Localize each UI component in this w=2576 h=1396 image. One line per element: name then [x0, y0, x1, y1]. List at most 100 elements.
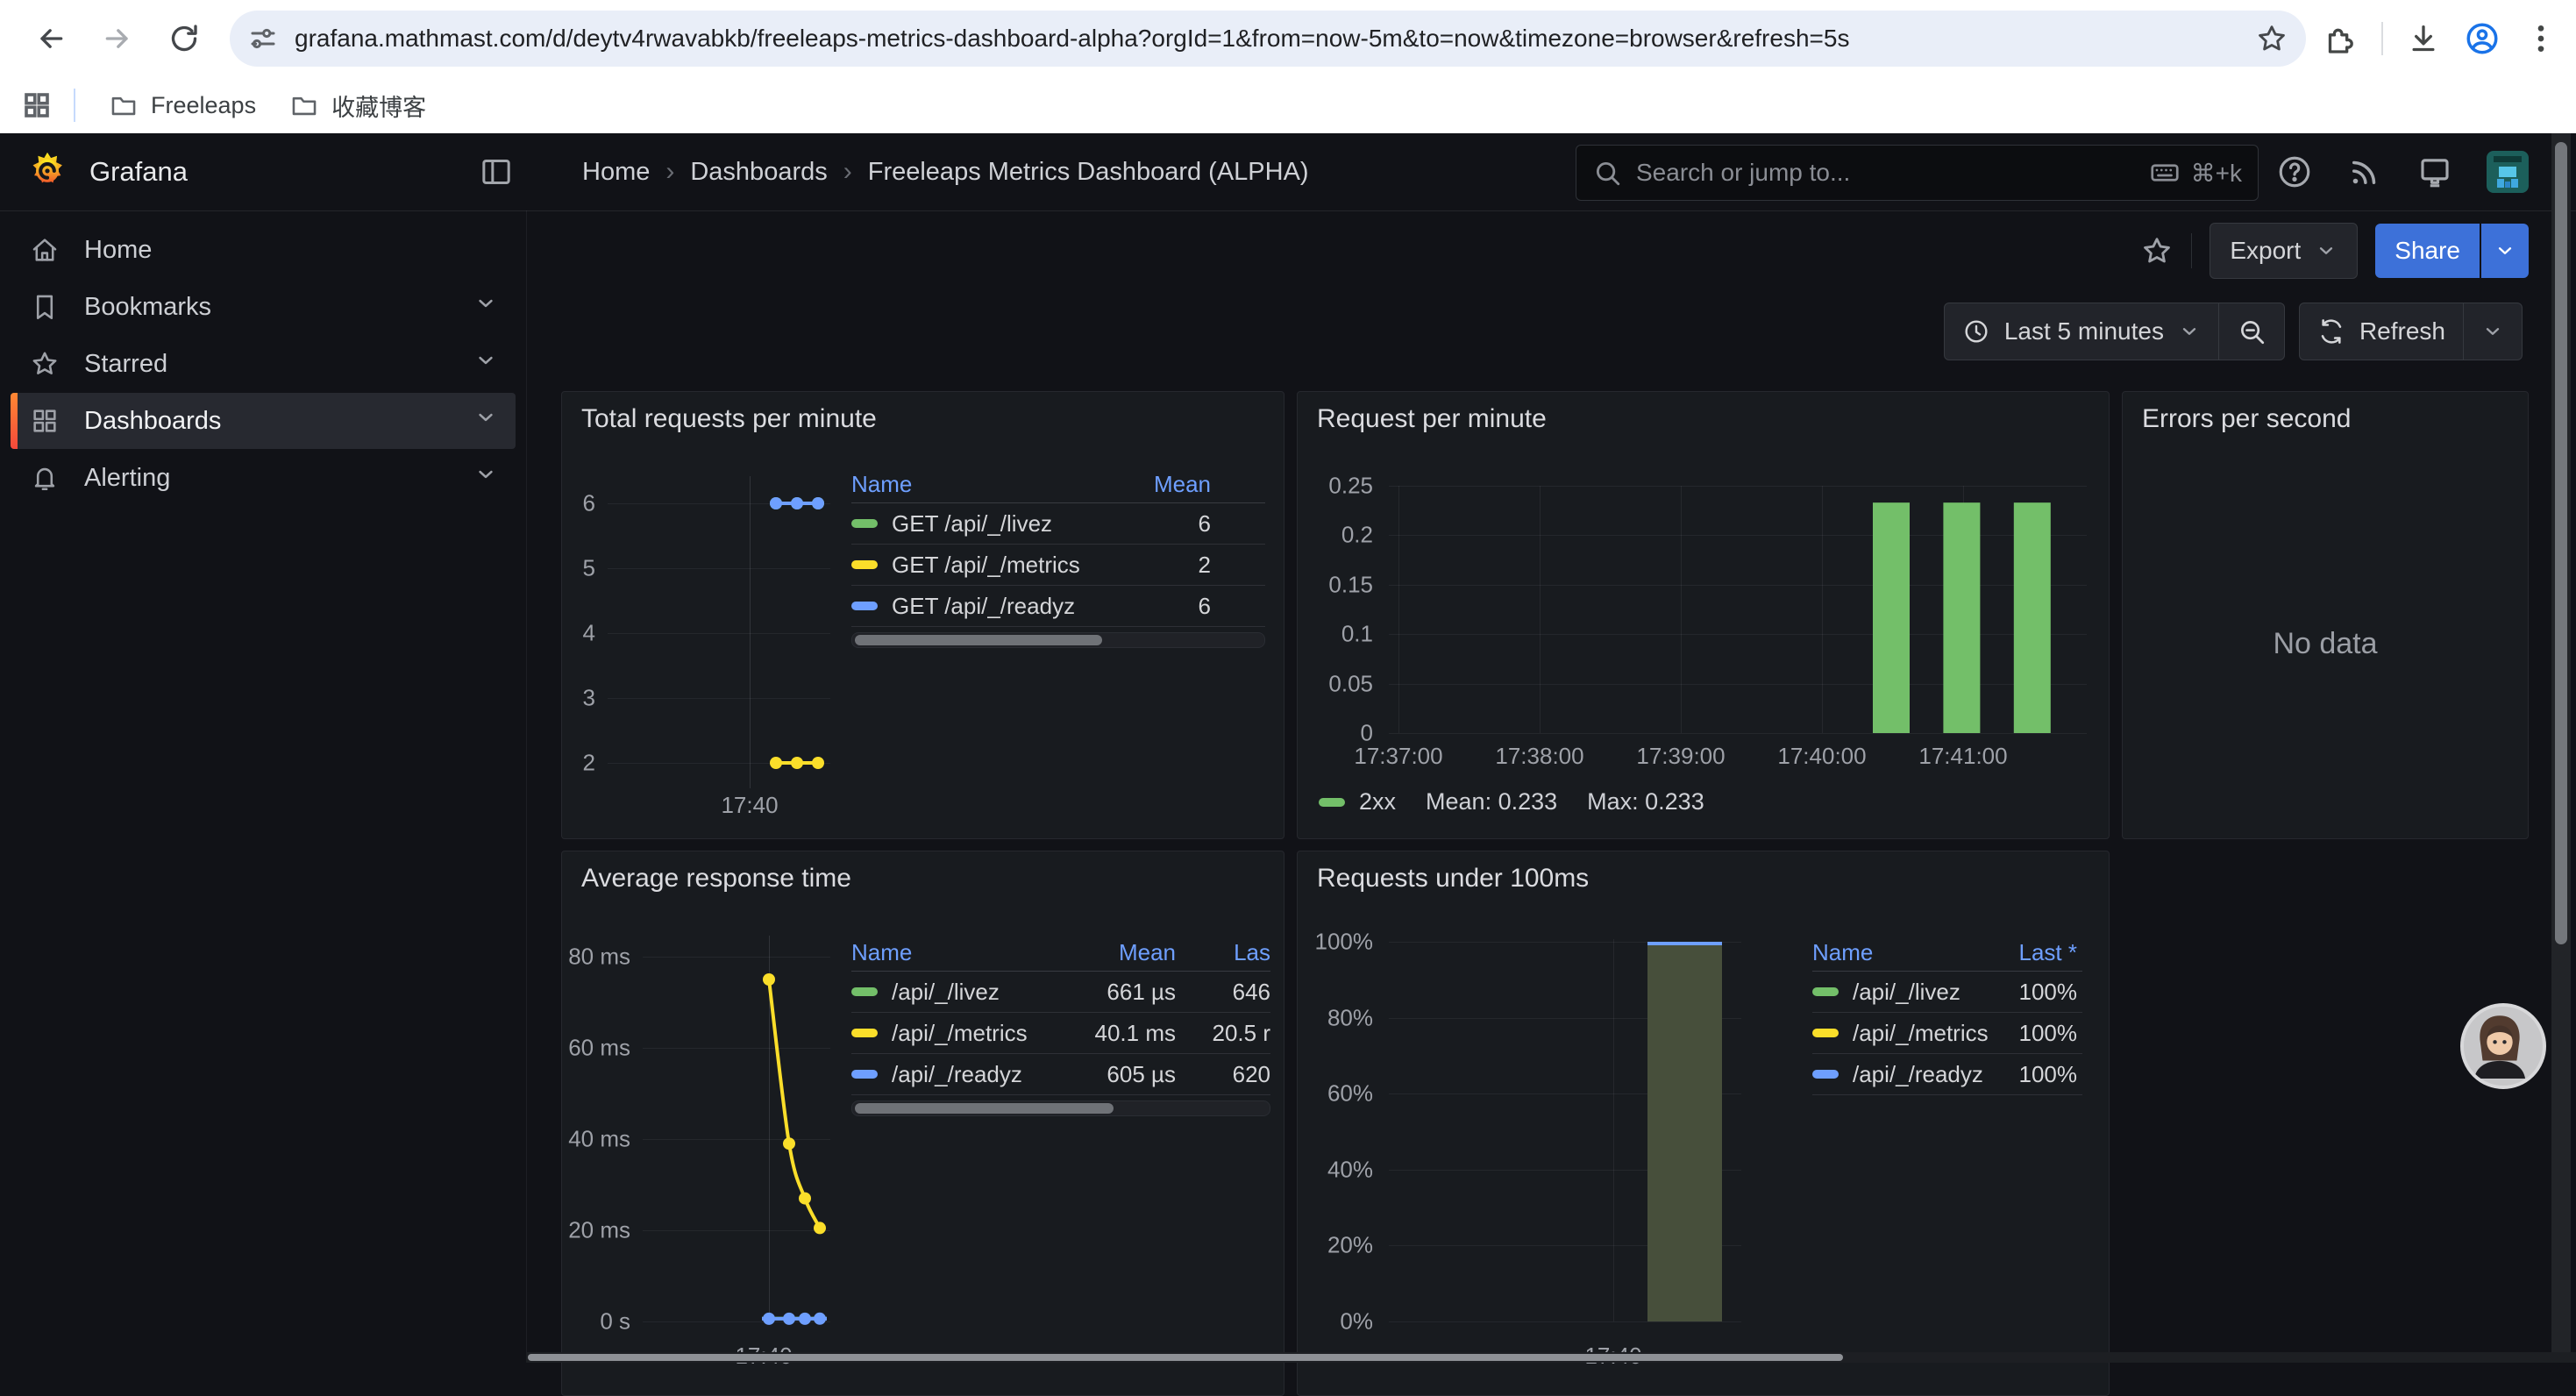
breadcrumb-item[interactable]: Dashboards — [690, 158, 827, 187]
series-name: /api/_/readyz — [892, 1061, 1053, 1088]
breadcrumb-item[interactable]: Freeleaps Metrics Dashboard (ALPHA) — [868, 158, 1309, 187]
grid-line — [643, 1139, 830, 1140]
series-value: 100% — [1993, 1020, 2077, 1047]
news-rss-icon[interactable] — [2346, 153, 2383, 190]
breadcrumb-item[interactable]: Home — [582, 158, 650, 187]
home-icon — [30, 235, 60, 265]
reload-button[interactable] — [160, 14, 209, 63]
grid-line — [1389, 1245, 1741, 1246]
kiosk-monitor-icon[interactable] — [2416, 153, 2453, 190]
x-axis-tick-label: 17:38:00 — [1495, 743, 1583, 770]
legend-header-col: Mean — [1053, 939, 1176, 966]
series-color-swatch — [851, 602, 878, 610]
back-button[interactable] — [26, 14, 75, 63]
extensions-icon[interactable] — [2323, 21, 2359, 56]
bookmark-star-icon[interactable] — [2255, 22, 2288, 55]
scrollbar-thumb[interactable] — [528, 1354, 1843, 1361]
help-icon[interactable] — [2276, 153, 2313, 190]
series-value: 620 — [1176, 1061, 1270, 1088]
sidebar-item-starred[interactable]: Starred — [11, 336, 516, 392]
arrow-right-icon — [100, 21, 135, 56]
y-axis-tick-label: 60% — [1298, 1080, 1373, 1108]
time-range-group: Last 5 minutes — [1944, 303, 2285, 360]
grid-line — [643, 1321, 830, 1322]
grafana-header: Grafana Home›Dashboards›Freeleaps Metric… — [0, 133, 2576, 211]
panel-requests-under-100ms: Requests under 100ms 100%80%60%40%20%0%1… — [1297, 851, 2110, 1396]
grid-line-vertical — [750, 476, 751, 788]
share-menu-button[interactable] — [2481, 224, 2529, 278]
time-range-label: Last 5 minutes — [2004, 317, 2164, 345]
time-range-picker[interactable]: Last 5 minutes — [1945, 303, 2218, 360]
panel-title[interactable]: Request per minute — [1317, 404, 1547, 434]
menu-kebab-icon[interactable] — [2523, 21, 2558, 56]
address-bar[interactable]: grafana.mathmast.com/d/deytv4rwavabkb/fr… — [230, 11, 2306, 67]
legend-scrollbar[interactable] — [851, 1100, 1270, 1116]
site-settings-icon[interactable] — [247, 23, 279, 54]
panel-request-per-minute: Request per minute 2xx Mean: 0.233 Max: … — [1297, 391, 2110, 839]
grid-line-vertical — [1398, 486, 1399, 733]
sidebar-item-dashboards[interactable]: Dashboards — [11, 393, 516, 449]
search-input[interactable]: Search or jump to... ⌘+k — [1576, 145, 2259, 201]
sidebar-item-home[interactable]: Home — [11, 222, 516, 278]
browser-chrome: grafana.mathmast.com/d/deytv4rwavabkb/fr… — [0, 0, 2576, 133]
arrow-left-icon — [33, 21, 68, 56]
legend-max-stat: Max: 0.233 — [1587, 788, 1704, 816]
brand[interactable]: Grafana — [25, 133, 188, 210]
series-value: 40.1 ms — [1053, 1020, 1176, 1047]
panel-title[interactable]: Average response time — [581, 864, 851, 894]
series-value: 646 — [1176, 979, 1270, 1006]
panel-title[interactable]: Total requests per minute — [581, 404, 877, 434]
sidebar-item-bookmarks[interactable]: Bookmarks — [11, 279, 516, 335]
series-value: 605 µs — [1053, 1061, 1176, 1088]
bookmark-item[interactable]: 收藏博客 — [277, 83, 438, 128]
sidebar-item-alerting[interactable]: Alerting — [11, 450, 516, 506]
page-vertical-scrollbar[interactable] — [2551, 133, 2571, 1363]
legend-item[interactable]: 2xx — [1319, 788, 1396, 816]
legend-header-col: Mean — [1141, 471, 1211, 498]
series-name: /api/_/metrics — [892, 1020, 1053, 1047]
series-color-swatch — [1812, 1070, 1839, 1079]
bookmark-item[interactable]: Freeleaps — [96, 85, 268, 125]
reload-icon — [167, 21, 202, 56]
sidebar-item-label: Alerting — [84, 464, 170, 493]
url-text: grafana.mathmast.com/d/deytv4rwavabkb/fr… — [295, 25, 2239, 53]
series-name: 2xx — [1359, 788, 1396, 816]
assistant-avatar[interactable] — [2460, 1003, 2546, 1089]
search-placeholder: Search or jump to... — [1636, 159, 1850, 187]
share-button[interactable]: Share — [2375, 224, 2480, 278]
export-button[interactable]: Export — [2210, 223, 2358, 279]
legend-scrollbar[interactable] — [851, 632, 1265, 648]
download-icon[interactable] — [2406, 21, 2441, 56]
scrollbar-thumb[interactable] — [2555, 142, 2567, 944]
page-horizontal-scrollbar[interactable] — [526, 1352, 2576, 1363]
refresh-interval-button[interactable] — [2464, 303, 2522, 360]
apps-grid-icon[interactable] — [21, 89, 53, 121]
panel-title[interactable]: Requests under 100ms — [1317, 864, 1589, 894]
legend-scrollbar-thumb[interactable] — [855, 1103, 1114, 1114]
favorite-dashboard-star-icon[interactable] — [2140, 234, 2174, 267]
refresh-button[interactable]: Refresh — [2300, 303, 2463, 360]
sidebar-item-label: Home — [84, 236, 152, 265]
profile-icon[interactable] — [2464, 20, 2501, 57]
x-axis-tick-label: 17:37:00 — [1354, 743, 1442, 770]
legend-scrollbar-thumb[interactable] — [855, 635, 1102, 645]
user-avatar[interactable] — [2487, 151, 2529, 193]
series-color-swatch — [1319, 798, 1345, 807]
collapse-sidebar-icon[interactable] — [479, 154, 514, 189]
zoom-out-button[interactable] — [2219, 303, 2284, 360]
panel-title[interactable]: Errors per second — [2142, 404, 2351, 434]
forward-button[interactable] — [93, 14, 142, 63]
refresh-label: Refresh — [2359, 317, 2445, 345]
